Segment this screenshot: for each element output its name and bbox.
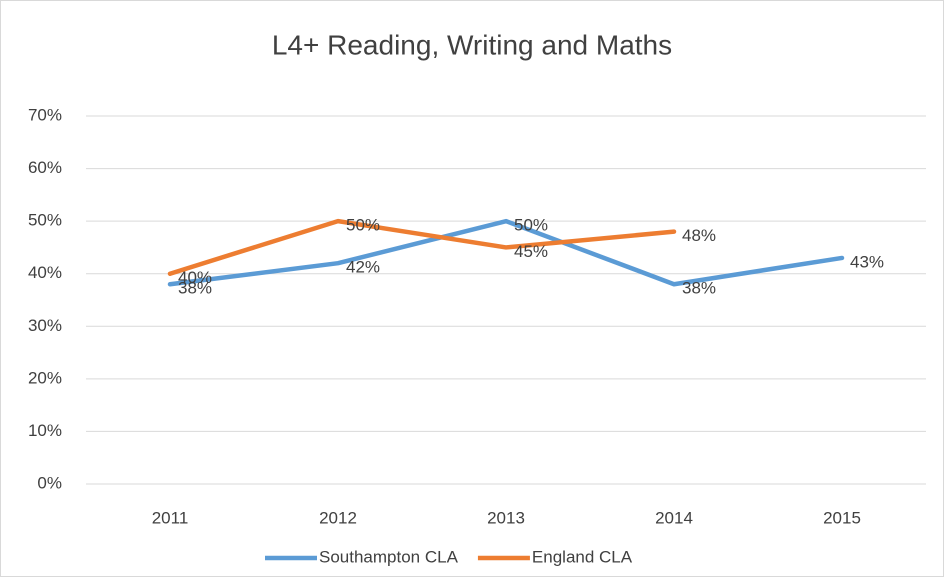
series-line (167, 218, 845, 287)
y-tick-label: 20% (28, 368, 62, 387)
data-label: 38% (682, 279, 716, 298)
x-tick-label: 2012 (319, 508, 357, 527)
x-tick-label: 2011 (152, 508, 189, 527)
legend-label: Southampton CLA (319, 547, 459, 566)
x-tick-label: 2013 (487, 508, 525, 527)
data-label: 42% (346, 258, 380, 277)
x-tick-label: 2015 (823, 508, 861, 527)
data-label: 40% (178, 268, 212, 287)
y-tick-label: 0% (37, 473, 62, 492)
y-tick-label: 40% (28, 263, 62, 282)
y-tick-label: 60% (28, 158, 62, 177)
legend-label: England CLA (532, 547, 633, 566)
x-tick-label: 2014 (655, 508, 693, 527)
chart-title: L4+ Reading, Writing and Maths (272, 29, 672, 60)
y-tick-label: 10% (28, 421, 62, 440)
data-label: 45% (514, 242, 548, 261)
data-label: 50% (346, 216, 380, 235)
y-tick-label: 70% (28, 105, 62, 124)
data-label: 43% (850, 252, 884, 271)
y-tick-label: 30% (28, 316, 62, 335)
data-label: 38% (178, 279, 212, 298)
series-line (167, 218, 677, 276)
y-tick-label: 50% (28, 211, 62, 230)
data-label: 48% (682, 226, 716, 245)
data-label: 50% (514, 216, 548, 235)
